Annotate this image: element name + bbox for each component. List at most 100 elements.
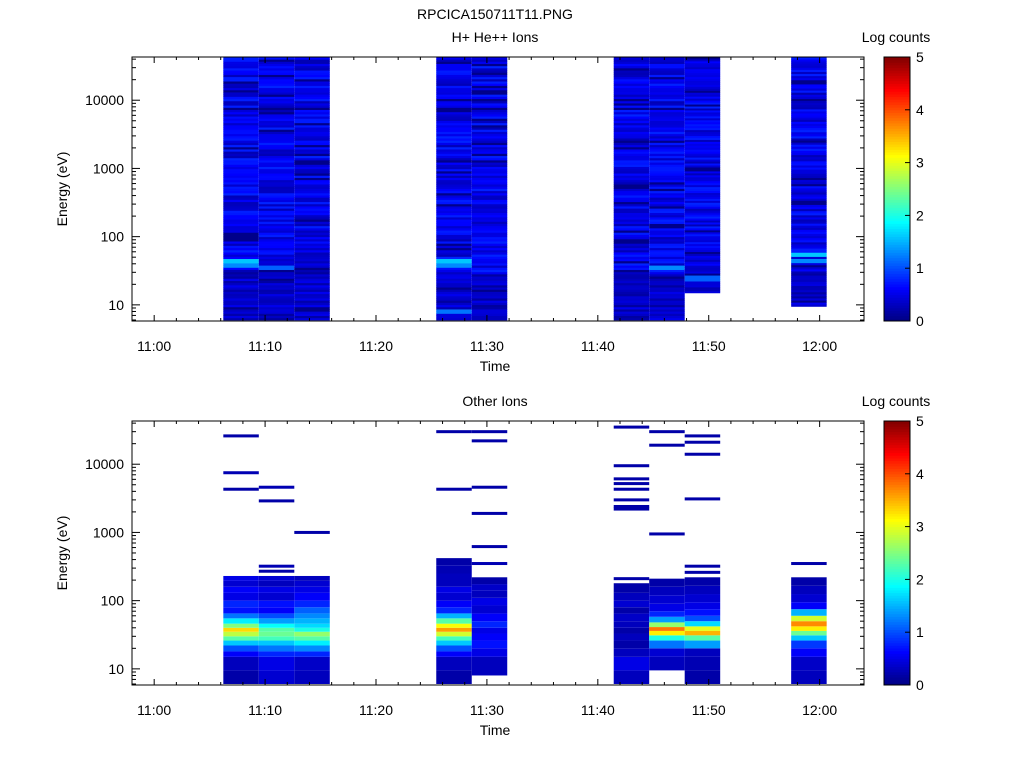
heatmap-cell [791, 98, 827, 102]
heatmap-cell [791, 125, 827, 129]
colorbar-step [884, 666, 910, 670]
heatmap-cell [223, 118, 259, 121]
heatmap-cell [613, 613, 650, 622]
colorbar-step [884, 455, 910, 459]
heatmap-cell [436, 252, 472, 255]
heatmap-cell [613, 105, 650, 108]
colorbar-step [884, 616, 910, 620]
heatmap-cell [613, 151, 650, 154]
colorbar-step [884, 624, 910, 628]
heatmap-cell [471, 245, 508, 249]
colorbar-step [884, 489, 910, 493]
heatmap-cell [684, 100, 721, 103]
heatmap-cell [613, 212, 650, 216]
heatmap-cell [684, 255, 721, 258]
heatmap-cell [471, 315, 508, 319]
heatmap-cell [613, 219, 650, 222]
heatmap-cell [436, 216, 472, 220]
heatmap-cell [649, 306, 685, 310]
colorbar-step [884, 550, 910, 554]
heatmap-cell [684, 96, 721, 99]
heatmap-cell [649, 249, 685, 253]
heatmap-cell [436, 291, 472, 295]
colorbar-step [884, 207, 910, 211]
heatmap-cell [436, 317, 472, 321]
heatmap-cell [791, 266, 827, 270]
heatmap-cell [258, 135, 295, 139]
heatmap-cell [684, 86, 721, 89]
heatmap-cell [684, 121, 721, 125]
heatmap-cell [791, 162, 827, 166]
heatmap-cell [436, 263, 472, 266]
heatmap-cell [258, 241, 295, 244]
heatmap-cell [223, 216, 259, 220]
heatmap-cell [294, 295, 330, 299]
heatmap-cell [258, 234, 295, 238]
heatmap-cell [223, 195, 259, 198]
heatmap-cell [791, 252, 827, 255]
colorbar-step [884, 600, 910, 604]
heatmap-cell [613, 131, 650, 135]
colorbar-step [884, 93, 910, 98]
heatmap-cell [649, 284, 685, 288]
heatmap-cell [294, 265, 330, 268]
colorbar-step [884, 539, 910, 543]
heatmap-cell [471, 72, 508, 75]
heatmap-cell [436, 256, 472, 260]
heatmap-cell [791, 150, 827, 153]
heatmap-cell [294, 72, 330, 75]
colorbar-step [884, 439, 910, 443]
heatmap-cell [436, 177, 472, 181]
colorbar-frame [883, 56, 911, 322]
heatmap-cell [791, 258, 827, 262]
heatmap-cell [613, 94, 650, 97]
heatmap-cell [294, 269, 330, 273]
colorbar-step [884, 284, 910, 288]
heatmap-cell [613, 59, 650, 62]
heatmap-cell [436, 254, 472, 257]
heatmap-cell [294, 65, 330, 69]
heatmap-cell [791, 277, 827, 280]
colorbar-step [884, 592, 910, 596]
heatmap-cell [471, 122, 508, 126]
heatmap-cell [294, 135, 330, 139]
heatmap-cell [684, 615, 721, 622]
colorbar-step [884, 587, 910, 591]
heatmap-cell [436, 146, 472, 150]
heatmap-cell [294, 116, 330, 119]
colorbar-step [884, 270, 910, 274]
colorbar-step [884, 436, 910, 440]
heatmap-cell [436, 273, 472, 277]
heatmap-cell [471, 605, 508, 614]
colorbar-step [884, 626, 910, 631]
heatmap-cell [613, 188, 650, 192]
heatmap-cell [294, 179, 330, 183]
heatmap-cell [791, 194, 827, 197]
heatmap-cell [791, 241, 827, 245]
heatmap-cell [613, 245, 650, 249]
heatmap-cell [684, 155, 721, 158]
heatmap-cell [258, 284, 295, 288]
heatmap-cell [258, 61, 295, 64]
heatmap-cell [471, 287, 508, 290]
heatmap-line [613, 577, 650, 581]
heatmap-cell [649, 656, 685, 671]
heatmap-cell [684, 57, 721, 60]
heatmap-cell [684, 585, 721, 595]
heatmap-cell [649, 164, 685, 167]
heatmap-cell [613, 241, 650, 244]
heatmap-cell [471, 135, 508, 139]
heatmap-cell [223, 670, 259, 684]
colorbar-step [884, 112, 910, 116]
heatmap-cell [613, 583, 650, 593]
heatmap-cell [613, 149, 650, 152]
colorbar-step [884, 611, 910, 615]
heatmap-cell [791, 187, 827, 191]
heatmap-cell [471, 584, 508, 591]
heatmap-cell [223, 85, 259, 89]
heatmap-cell [649, 616, 685, 623]
heatmap-cell [649, 85, 685, 89]
heatmap-line [684, 497, 721, 501]
heatmap-cell [258, 149, 295, 152]
heatmap-cell [436, 269, 472, 273]
